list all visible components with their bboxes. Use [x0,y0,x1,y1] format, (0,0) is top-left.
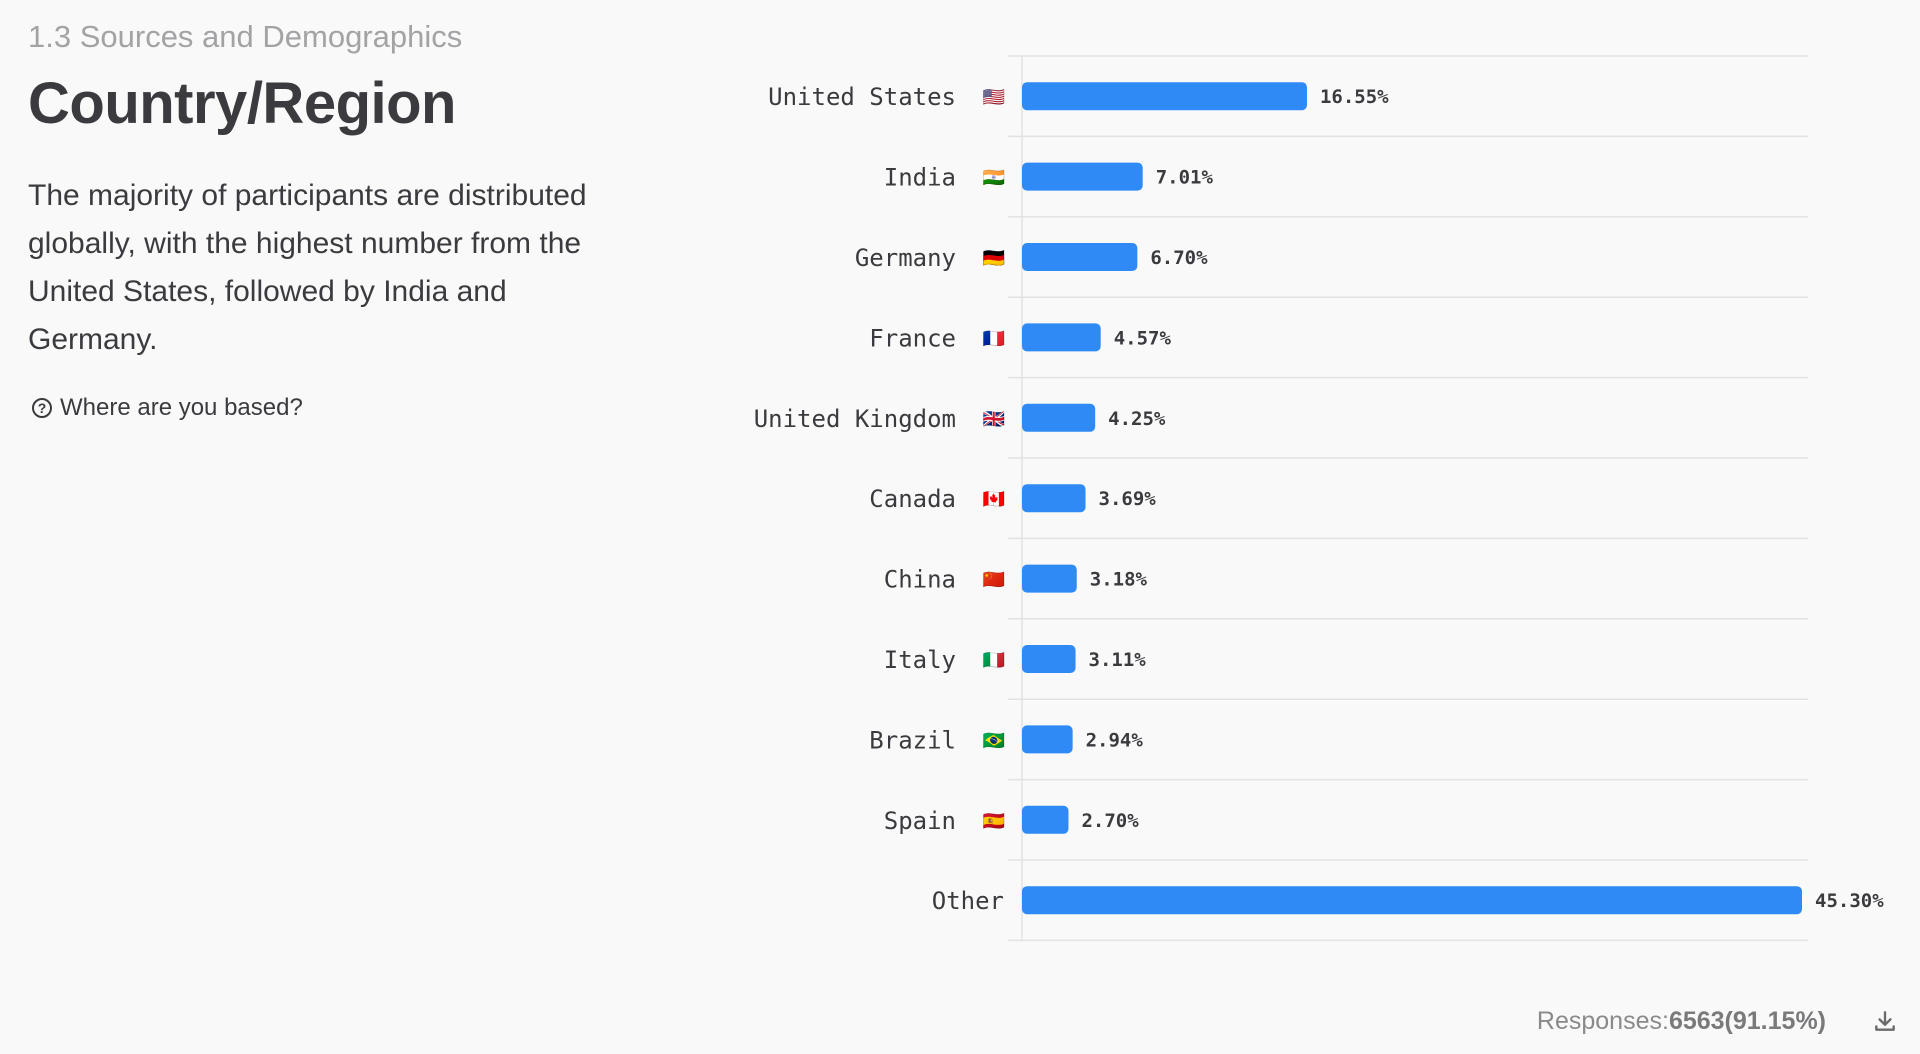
flag-icon: 🇨🇦 [983,489,1005,509]
section-label: 1.3 Sources and Demographics [28,19,463,54]
page-title: Country/Region [28,71,456,137]
question-text: Where are you based? [60,393,303,421]
value-label: 4.57% [1114,327,1172,349]
value-label: 2.70% [1081,810,1139,832]
value-label: 16.55% [1320,86,1389,108]
flag-icon: 🇨🇳 [983,570,1005,590]
category-label: China [884,566,956,594]
value-label: 7.01% [1156,167,1214,189]
flag-icon: 🇮🇳 [983,168,1005,188]
responses-value: 6563(91.15%) [1668,1007,1826,1035]
intro-panel: 1.3 Sources and Demographics Country/Reg… [28,18,588,422]
flag-icon: 🇬🇧 [983,409,1005,429]
bar-china[interactable] [1022,564,1077,593]
bar-germany[interactable] [1022,243,1138,271]
category-label: France [869,324,956,352]
bar-canada[interactable] [1022,484,1086,513]
category-label: Other [932,887,1004,915]
bar-italy[interactable] [1022,645,1076,673]
flag-icon: 🇪🇸 [983,811,1005,831]
question-link[interactable]: ? Where are you based? [28,394,588,422]
category-label: United Kingdom [754,405,956,433]
bar-united-kingdom[interactable] [1022,403,1096,432]
flag-icon: 🇮🇹 [983,650,1005,670]
bar-united-states[interactable] [1022,82,1307,111]
bar-france[interactable] [1022,323,1101,352]
download-icon[interactable] [1872,1008,1898,1034]
bar-india[interactable] [1022,162,1143,191]
value-label: 2.94% [1086,729,1144,751]
question-circle-icon: ? [32,397,52,418]
category-label: Canada [869,485,956,513]
value-label: 3.11% [1089,649,1147,671]
flag-icon: 🇺🇸 [983,87,1005,107]
category-label: United States [768,83,956,111]
country-bar-chart: 16.55% 🇺🇸 United States 7.01% 🇮🇳 India 6.70% 🇩🇪… [754,55,1884,942]
category-label: Brazil [869,726,956,754]
bar-spain[interactable] [1022,805,1069,834]
flag-icon: 🇧🇷 [983,730,1005,750]
value-label: 3.69% [1099,488,1157,510]
value-label: 6.70% [1150,247,1208,269]
bar-other[interactable] [1022,886,1802,915]
category-label: India [884,164,956,192]
category-label: Spain [884,807,956,835]
bar-brazil[interactable] [1022,725,1073,754]
category-label: Germany [855,244,956,272]
value-label: 4.25% [1108,408,1166,430]
description: The majority of participants are distrib… [28,178,587,356]
category-label: Italy [884,646,956,674]
flag-icon: 🇫🇷 [983,328,1005,348]
value-label: 45.30% [1815,890,1884,912]
flag-icon: 🇩🇪 [983,248,1005,268]
value-label: 3.18% [1090,569,1148,591]
responses-label: Responses: [1536,1007,1669,1035]
responses-count: Responses: 6563(91.15%) [1537,1007,1826,1036]
